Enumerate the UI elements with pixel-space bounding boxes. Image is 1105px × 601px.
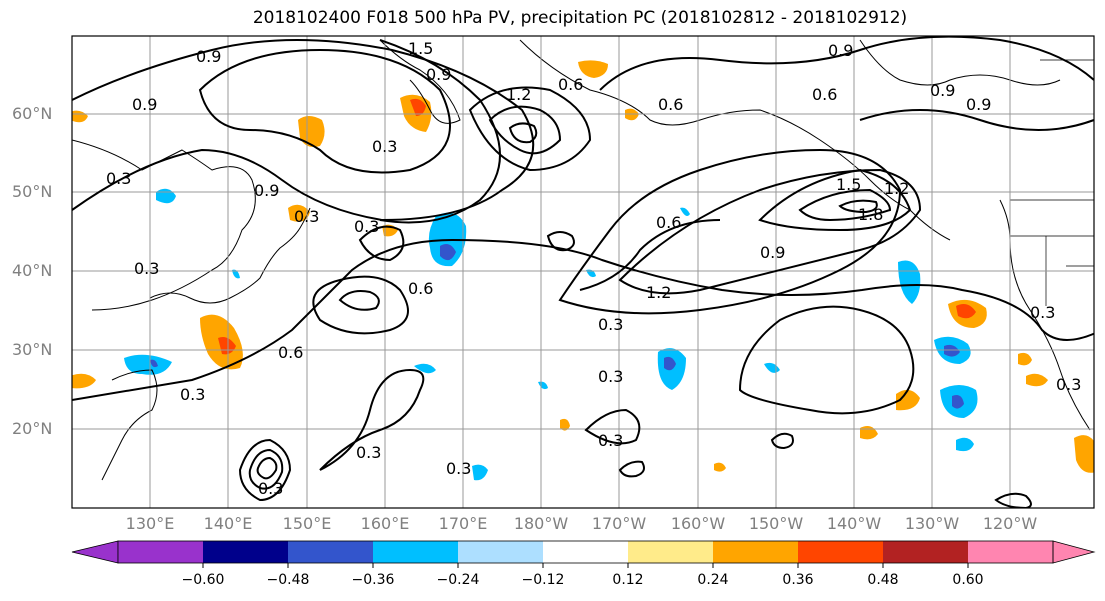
contour-label: 0.6 — [658, 95, 683, 114]
map-frame — [71, 35, 1095, 509]
lat-lon-grid — [72, 36, 1094, 508]
contour-label: 1.2 — [884, 179, 909, 198]
contour-label: 1.8 — [858, 205, 883, 224]
colorbar-tick-label: 0.48 — [867, 572, 899, 588]
contour-label: 1.2 — [506, 85, 531, 104]
contour-label: 0.3 — [354, 217, 379, 236]
lon-label: 140°W — [826, 514, 882, 533]
lon-label: 180°W — [513, 514, 569, 533]
contour-label: 0.9 — [966, 95, 991, 114]
colorbar-bin — [713, 541, 798, 563]
lon-label: 170°W — [591, 514, 647, 533]
contour-label: 0.3 — [106, 169, 131, 188]
pv-contours — [72, 36, 1094, 508]
contour-label: 0.3 — [1030, 303, 1055, 322]
colorbar-bin — [628, 541, 713, 563]
colorbar-bin — [203, 541, 288, 563]
contour-label: 0.3 — [372, 137, 397, 156]
lon-label: 130°W — [904, 514, 960, 533]
lon-label: 120°W — [982, 514, 1038, 533]
lat-label: 50°N — [12, 182, 53, 201]
contour-label: 0.3 — [598, 315, 623, 334]
contour-labels: 0.9 1.5 0.9 0.6 1.2 0.9 0.9 0.6 0.9 0.6 … — [106, 39, 1081, 498]
contour-label: 0.9 — [196, 47, 221, 66]
lat-label: 20°N — [12, 419, 53, 438]
colorbar-tick-label: −0.60 — [181, 572, 225, 588]
lon-label: 170°E — [438, 514, 488, 533]
boundaries — [1009, 36, 1094, 306]
colorbar-bin — [373, 541, 458, 563]
colorbar-tick-label: −0.24 — [436, 572, 480, 588]
lon-label: 140°E — [203, 514, 253, 533]
colorbar-bin — [798, 541, 883, 563]
colorbar-tick-label: 0.12 — [612, 572, 644, 588]
contour-label: 0.3 — [134, 259, 159, 278]
contour-label: 0.6 — [558, 75, 583, 94]
contour-label: 0.9 — [426, 65, 451, 84]
lon-label: 150°E — [282, 514, 332, 533]
contour-label: 0.6 — [408, 279, 433, 298]
colorbar-bin — [968, 541, 1053, 563]
colorbar — [71, 540, 1096, 568]
colorbar-tick-label: −0.12 — [521, 572, 565, 588]
colorbar-bin — [288, 541, 373, 563]
lon-label: 160°W — [670, 514, 726, 533]
contour-label: 0.9 — [760, 243, 785, 262]
contour-label: 0.6 — [656, 213, 681, 232]
contour-label: 0.9 — [828, 41, 853, 60]
colorbar-extend-high — [1052, 540, 1096, 564]
contour-label: 0.3 — [258, 479, 283, 498]
contour-label: 0.3 — [1056, 375, 1081, 394]
lat-label: 30°N — [12, 340, 53, 359]
contour-label: 0.9 — [132, 95, 157, 114]
colorbar-bin — [458, 541, 543, 563]
contour-label: 1.5 — [408, 39, 433, 58]
contour-label: 0.3 — [180, 385, 205, 404]
contour-label: 0.3 — [294, 207, 319, 226]
colorbar-bin — [883, 541, 968, 563]
colorbar-tick-label: 0.60 — [952, 572, 984, 588]
map-title: 2018102400 F018 500 hPa PV, precipitatio… — [252, 8, 908, 28]
contour-label: 0.3 — [356, 443, 381, 462]
colorbar-extend-low — [71, 540, 119, 564]
contour-label: 0.3 — [598, 431, 623, 450]
lon-label: 160°E — [360, 514, 410, 533]
colorbar-bin — [543, 541, 628, 563]
lat-label: 60°N — [12, 104, 53, 123]
contour-label: 0.3 — [446, 459, 471, 478]
colorbar-tick-label: 0.24 — [697, 572, 729, 588]
contour-label: 0.9 — [254, 181, 279, 200]
colorbar-tick-label: 0.36 — [782, 572, 814, 588]
contour-label: 0.6 — [812, 85, 837, 104]
lat-label: 40°N — [12, 261, 53, 280]
lon-label: 130°E — [125, 514, 175, 533]
contour-label: 0.9 — [930, 81, 955, 100]
lon-label: 150°W — [748, 514, 804, 533]
contour-label: 0.3 — [598, 367, 623, 386]
contour-label: 1.5 — [836, 175, 861, 194]
coastlines — [72, 39, 1091, 481]
contour-label: 0.6 — [278, 343, 303, 362]
colorbar-tick-label: −0.36 — [351, 572, 395, 588]
colorbar-tick-label: −0.48 — [266, 572, 310, 588]
contour-label: 1.2 — [646, 283, 671, 302]
colorbar-bin — [118, 541, 203, 563]
